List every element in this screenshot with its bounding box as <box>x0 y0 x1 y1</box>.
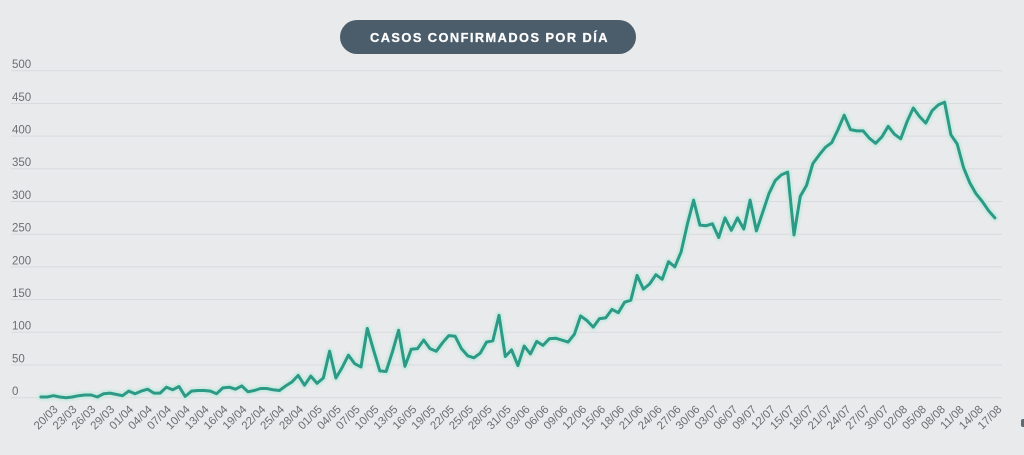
svg-text:100: 100 <box>12 321 31 333</box>
svg-text:450: 450 <box>12 92 31 104</box>
svg-text:150: 150 <box>12 288 31 300</box>
svg-text:50: 50 <box>12 353 25 365</box>
svg-text:500: 500 <box>12 59 31 71</box>
svg-text:250: 250 <box>12 223 31 235</box>
svg-text:200: 200 <box>12 255 31 267</box>
svg-text:400: 400 <box>12 125 31 137</box>
svg-text:300: 300 <box>12 190 31 202</box>
svg-text:350: 350 <box>12 157 31 169</box>
svg-text:0: 0 <box>12 386 18 398</box>
